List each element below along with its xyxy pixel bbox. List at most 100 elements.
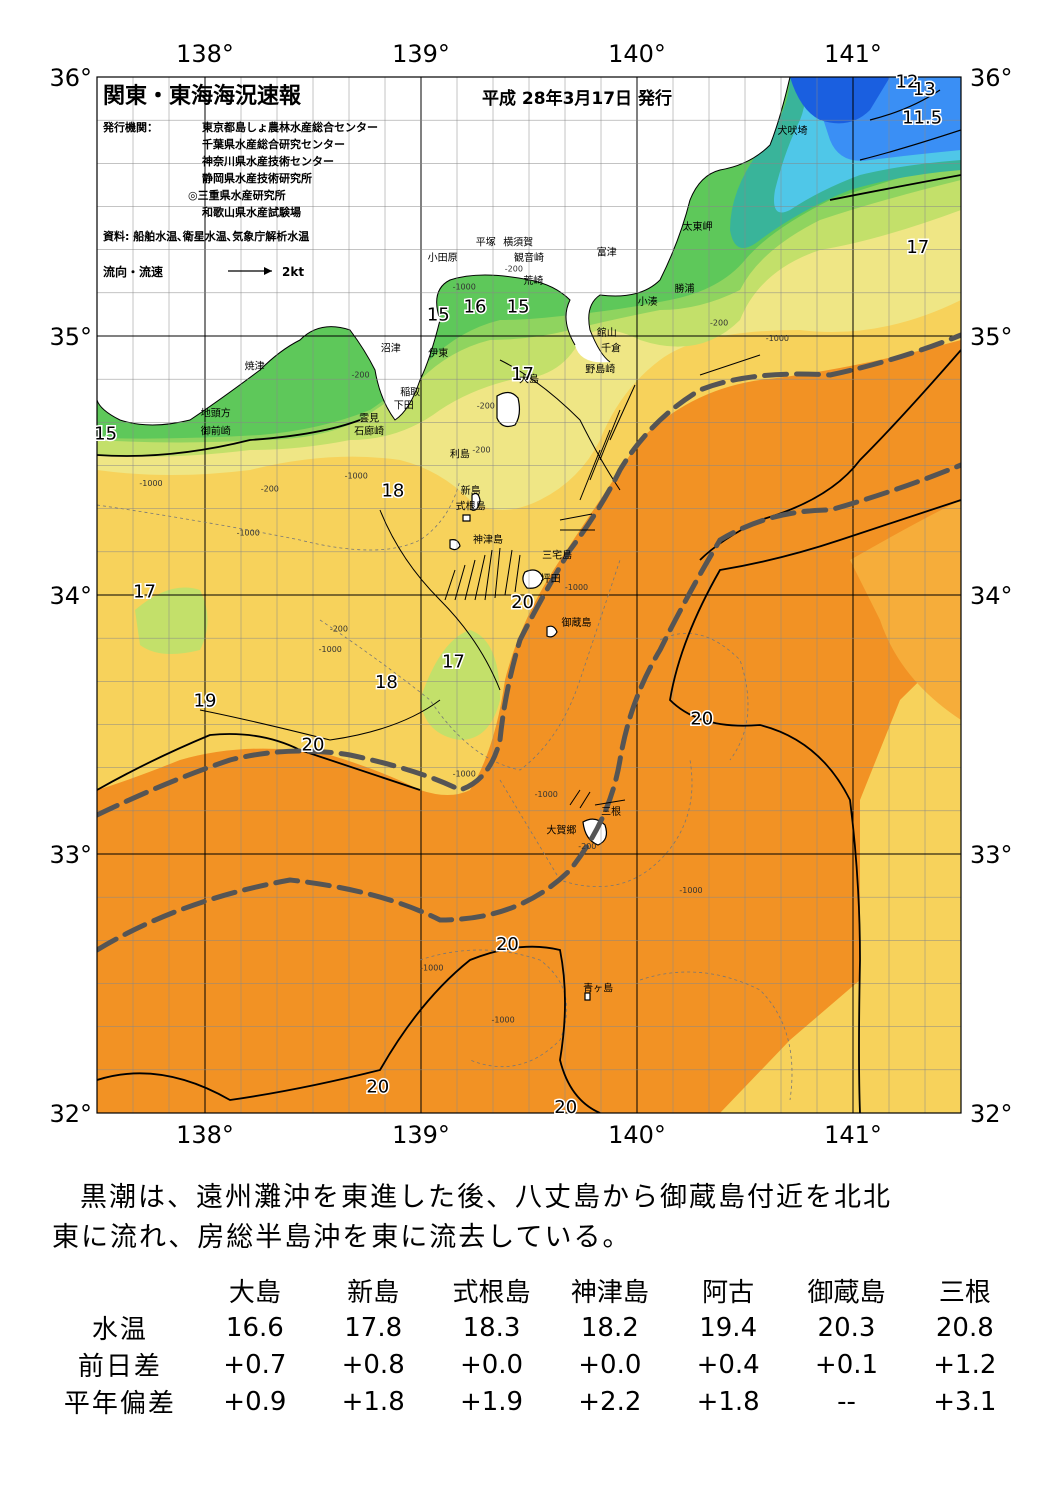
table-cell: 18.2 — [580, 1312, 639, 1343]
depth-labels: -200 -1000 -200 -1000 -200 -200 -200 -200 -1000 -… — [139, 264, 789, 1024]
station-header-row: 大島 新島 式根島 神津島 阿古 御蔵島 三根 — [44, 1272, 1024, 1309]
publisher-name: ◎三重県水産研究所 — [188, 188, 286, 202]
place-name: 平塚 — [476, 236, 496, 248]
isotherm-label: 13 — [913, 79, 936, 100]
isotherm-15 — [97, 419, 361, 457]
lat-label-left: 32° — [49, 1100, 92, 1128]
table-cell: 20.8 — [935, 1312, 994, 1343]
station-header: 神津島 — [570, 1278, 649, 1308]
place-name: 御蔵島 — [562, 616, 592, 629]
table-cell: 18.3 — [462, 1312, 521, 1343]
isotherm-label: 19 — [194, 690, 217, 711]
isotherm-label: 18 — [375, 672, 398, 693]
table-cell: +3.1 — [933, 1386, 997, 1417]
kuroshio-axis-main — [97, 332, 961, 818]
current-vector-cluster-nojima — [579, 354, 761, 501]
place-name: 下田 — [394, 401, 414, 412]
row-label: 前日差 — [77, 1352, 162, 1382]
isotherm-label: 16 — [464, 297, 487, 318]
cold-eddy-south-of-izu — [420, 630, 500, 740]
depth-label: -1000 — [139, 479, 162, 488]
place-name: 荒崎 — [523, 274, 543, 287]
coastline — [96, 76, 791, 426]
isotherm-20-south — [97, 945, 601, 1113]
shikinejima-island — [462, 514, 471, 522]
place-name: 坪田 — [541, 572, 561, 585]
table-cell: +0.4 — [696, 1349, 760, 1380]
depth-label: -200 — [472, 446, 490, 455]
place-name: 式根島 — [456, 500, 486, 513]
table-cell: 19.4 — [699, 1312, 758, 1343]
aogashima-island — [584, 992, 591, 1001]
depth-label: -200 — [578, 842, 596, 851]
isotherm-label: 17 — [511, 364, 534, 385]
table-cell: +1.8 — [341, 1386, 405, 1417]
lat-label-right: 34° — [970, 582, 1013, 610]
station-header: 阿古 — [702, 1278, 755, 1308]
issue-date: 平成 28年3月17日 発行 — [482, 88, 672, 109]
current-legend-scale: 2kt — [282, 265, 304, 279]
table-cell: +0.8 — [341, 1349, 405, 1380]
isotherm-label: 18 — [381, 481, 404, 502]
lon-label-top: 139° — [392, 40, 450, 68]
summary-line-1: 黒潮は、遠州灘沖を東進した後、八丈島から御蔵島付近を北北 — [80, 1182, 892, 1213]
depth-label: -1000 — [453, 769, 476, 778]
depth-label: -1000 — [319, 645, 342, 654]
isotherm-label: 17 — [133, 582, 156, 603]
isotherm-label: 15 — [94, 424, 117, 445]
lon-label-top: 140° — [608, 40, 666, 68]
axis-labels: 138° 138° 139° 139° 140° 140° 141° 141° 36° 36° 35… — [49, 40, 1012, 1149]
lat-label-left: 34° — [49, 582, 92, 610]
east-southeast-mixed-water — [720, 640, 961, 1113]
kozushima-island — [449, 539, 461, 551]
place-name: 石廊崎 — [354, 424, 384, 437]
table-cell: +2.2 — [578, 1386, 642, 1417]
depth-label: -1000 — [345, 471, 368, 480]
oshima-island — [496, 391, 521, 428]
place-name: 御前崎 — [201, 424, 231, 437]
place-name: 新島 — [461, 484, 481, 497]
isotherm-label: 20 — [690, 709, 713, 730]
lat-label-left: 33° — [49, 841, 92, 869]
publisher-label: 発行機関： — [102, 120, 158, 134]
place-name: 稲取 — [400, 387, 420, 399]
station-header: 御蔵島 — [807, 1278, 886, 1308]
kuroshio-axis — [97, 332, 961, 953]
publisher-list: 東京都島しょ農林水産総合センター千葉県水産総合研究センター神奈川県水産技術センタ… — [188, 120, 378, 219]
isotherm-label: 20 — [511, 592, 534, 613]
depth-label: -1000 — [491, 1015, 514, 1024]
depth-label: -200 — [351, 370, 369, 379]
current-vectors — [444, 354, 761, 809]
depth-label: -1000 — [420, 964, 443, 973]
islands — [449, 391, 608, 1001]
place-name: 大島 — [519, 373, 539, 386]
place-name: 沼津 — [381, 342, 401, 355]
isotherm-label: 20 — [496, 934, 519, 955]
lon-label-bottom: 139° — [392, 1121, 450, 1149]
depth-label: -200 — [710, 319, 728, 328]
miyakejima-island — [522, 569, 544, 589]
lat-label-right: 33° — [970, 841, 1013, 869]
table-cell: +1.8 — [696, 1386, 760, 1417]
publisher-name: 和歌山県水産試験場 — [202, 205, 301, 219]
isotherm-label: 17 — [442, 652, 465, 673]
place-name: 大賀郷 — [546, 823, 576, 836]
place-name: 千倉 — [601, 342, 621, 355]
map-frame — [96, 76, 962, 1114]
place-name: 野島崎 — [585, 362, 615, 375]
summary-text: 黒潮は、遠州灘沖を東進した後、八丈島から御蔵島付近を北北 東に流れ、房総半島沖を… — [52, 1178, 1012, 1258]
isotherm-20-west — [97, 733, 421, 791]
depth-contours — [97, 479, 793, 1101]
lat-label-left: 35° — [49, 323, 92, 351]
depth-label: -1000 — [535, 790, 558, 799]
table-row: 水温 16.6 17.8 18.3 18.2 19.4 20.3 20.8 — [44, 1309, 1024, 1346]
data-sources: 資料: 船舶水温､衛星水温､気象庁解析水温 — [103, 229, 309, 243]
place-name: 勝浦 — [675, 282, 695, 295]
table-cell: +0.1 — [814, 1349, 879, 1380]
table-cell: 20.3 — [817, 1312, 876, 1343]
table-cell: +0.9 — [223, 1386, 287, 1417]
lat-label-right: 35° — [970, 323, 1013, 351]
isotherm-label: 15 — [507, 297, 530, 318]
cold-eddy-enshu — [135, 587, 208, 654]
